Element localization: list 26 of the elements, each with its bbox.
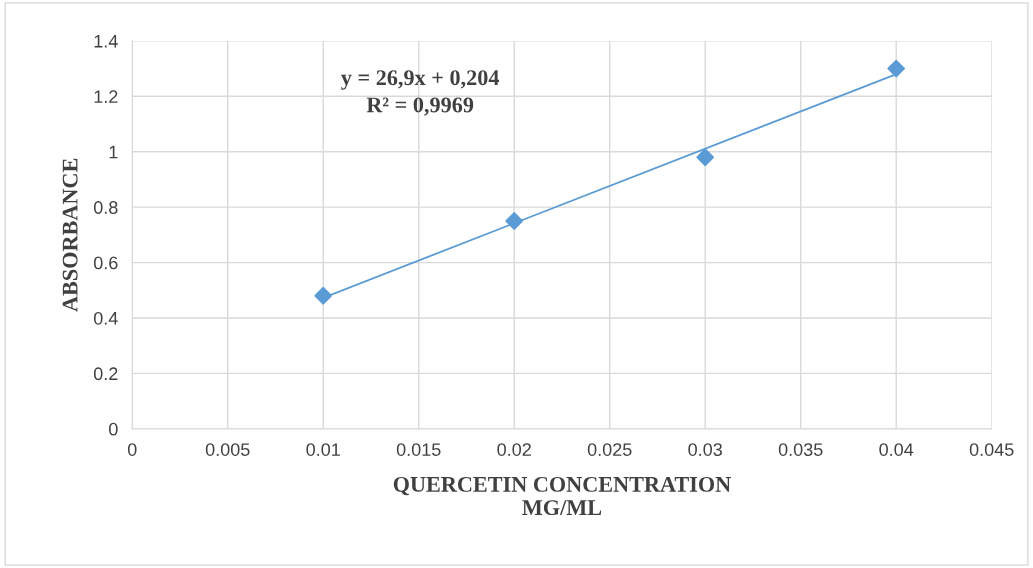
x-tick-label: 0.015: [396, 443, 441, 456]
y-axis-title: ABSORBANCE: [62, 158, 78, 312]
point: [887, 59, 906, 78]
y-tick-label: 1.2: [94, 90, 118, 103]
y-tick-label: 0.8: [93, 201, 118, 214]
y-tick-label: 1.4: [94, 35, 118, 48]
y-tick-label: 0: [109, 422, 118, 436]
y-tick-label: 0.6: [93, 256, 118, 270]
x-tick-label: 0: [127, 443, 137, 456]
annotation: R² = 0,9969: [366, 97, 474, 116]
x-tick-label: 0.03: [688, 443, 722, 456]
x-axis-title: QUERCETIN CONCENTRATION MG/ML: [393, 476, 731, 516]
x-tick-label: 0.04: [879, 443, 914, 456]
x-tick-label: 0.025: [587, 443, 632, 456]
y-tick-label: 1: [109, 145, 118, 159]
x-tick-label: 0.005: [205, 443, 250, 456]
point: [505, 212, 524, 230]
y-tick-label: 0.2: [93, 367, 118, 381]
x-tick-label: 0.01: [306, 443, 340, 456]
annotation: y = 26,9x + 0,204: [341, 70, 500, 90]
point: [314, 286, 333, 305]
point: [696, 148, 715, 167]
x-tick-label: 0.045: [969, 443, 1014, 456]
x-tick-label: 0.035: [778, 443, 823, 456]
y-tick-label: 0.4: [93, 311, 118, 325]
x-tick-label: 0.02: [497, 443, 531, 456]
